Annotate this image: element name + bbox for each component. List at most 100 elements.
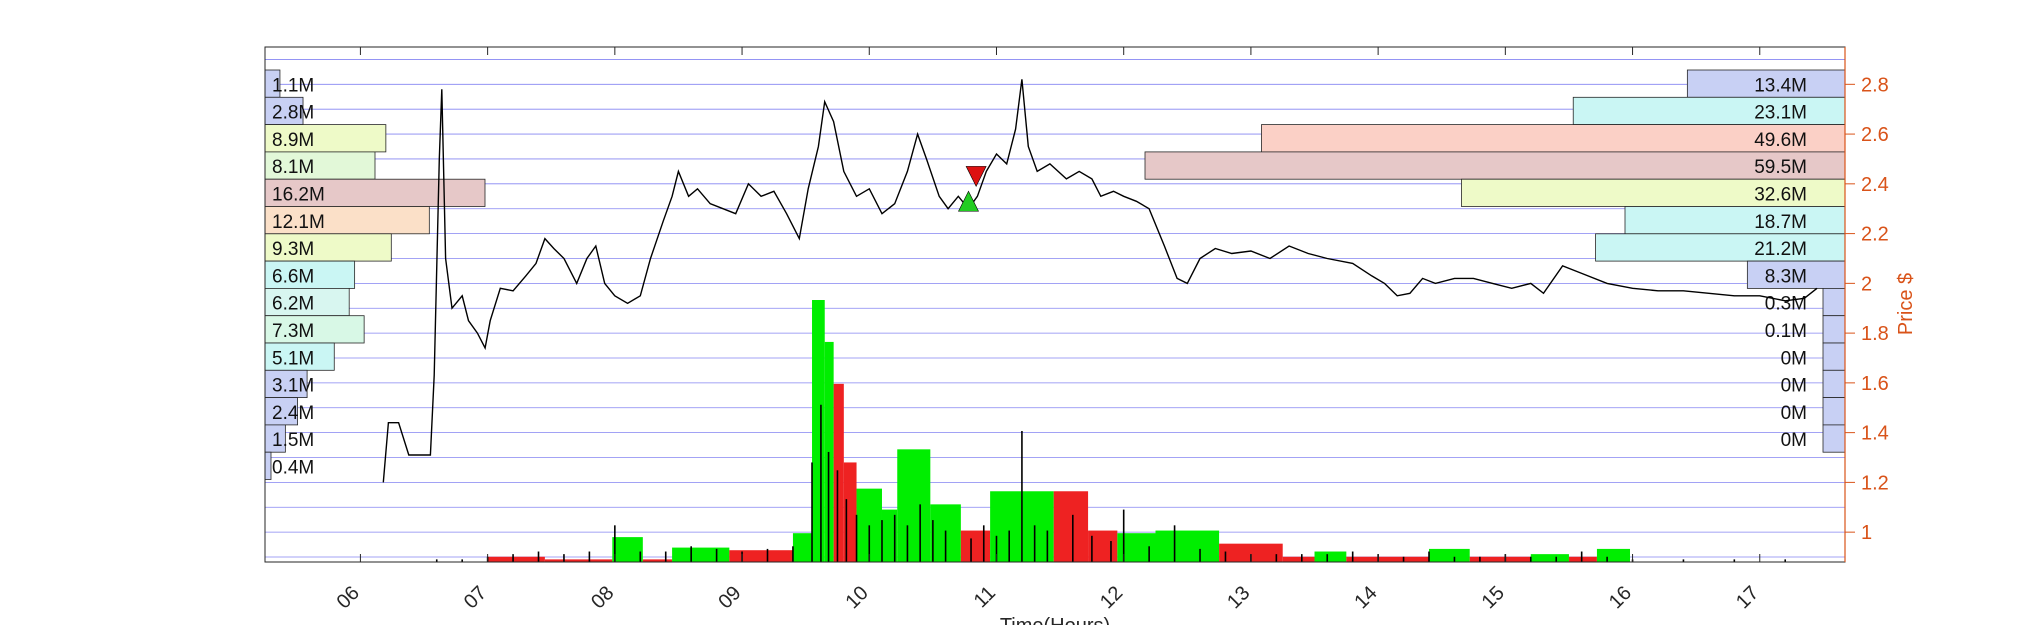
volume-block-up	[1596, 548, 1631, 562]
profile-bar-left	[264, 233, 392, 262]
volume-block-down	[833, 383, 844, 562]
profile-bar-left	[264, 342, 335, 371]
x-tick-label: 13	[1223, 582, 1254, 613]
y-axis-label: Price $	[1895, 273, 1917, 335]
profile-label-right: 0M	[1781, 376, 1807, 397]
profile-bar-left	[264, 178, 486, 207]
price-line	[382, 79, 1818, 483]
volume-block-down	[544, 559, 613, 562]
profile-label-left: 5.1M	[272, 348, 314, 369]
volume-block-down	[1282, 556, 1315, 562]
price-series	[382, 79, 1818, 483]
profile-label-left: 1.5M	[272, 430, 314, 451]
y-tick-label: 1.8	[1861, 323, 1889, 345]
profile-bar-right	[1624, 206, 1846, 235]
profile-bar-right	[1822, 342, 1846, 371]
volume-block-down	[1053, 491, 1089, 562]
profile-bar-left	[264, 287, 350, 317]
volume-block-down	[729, 550, 793, 562]
buy-marker	[958, 190, 979, 212]
x-tick-label: 14	[1350, 582, 1381, 613]
volume-block-down	[487, 556, 545, 562]
profile-label-left: 6.6M	[272, 266, 314, 287]
volume-block-down	[1346, 556, 1430, 562]
volume-block-up	[881, 509, 898, 562]
x-tick-label: 07	[460, 582, 491, 613]
profile-label-left: 12.1M	[272, 212, 325, 233]
profile-bar-right	[1572, 96, 1846, 126]
profile-bar-right	[1822, 369, 1846, 398]
y-tick-label: 2	[1861, 273, 1872, 295]
profile-label-right: 13.4M	[1754, 75, 1807, 96]
volume-block-down	[960, 530, 991, 562]
x-tick-label: 08	[587, 582, 618, 613]
profile-bar-right	[1686, 69, 1846, 98]
x-tick-label: 09	[714, 582, 745, 613]
volume-block-up	[812, 300, 825, 562]
x-tick-label: 15	[1478, 582, 1509, 613]
profile-label-left: 8.1M	[272, 157, 314, 178]
profile-label-right: 0.3M	[1765, 294, 1807, 315]
profile-bar-left	[264, 206, 430, 235]
profile-bar-right	[1461, 178, 1846, 207]
profile-bar-left	[264, 315, 365, 344]
profile-label-right: 18.7M	[1754, 212, 1807, 233]
profile-bar-left	[264, 451, 272, 480]
profile-bar-right	[1822, 287, 1846, 317]
sell-marker	[965, 166, 987, 188]
volume-block-up	[1314, 551, 1347, 562]
x-tick-label: 11	[970, 582, 1000, 612]
volume-block-up	[1429, 548, 1470, 562]
y-tick-label: 2.8	[1861, 74, 1889, 96]
x-axis-label: Time(Hours)	[1000, 615, 1110, 625]
profile-bar-right	[1822, 424, 1846, 453]
volume-block-down	[642, 559, 673, 562]
x-tick-label: 16	[1605, 582, 1636, 613]
profile-label-right: 0M	[1781, 403, 1807, 424]
profile-label-left: 2.8M	[272, 103, 314, 124]
x-tick-label: 06	[333, 582, 364, 613]
profile-label-right: 0.1M	[1765, 321, 1807, 342]
profile-bar-right	[1261, 124, 1846, 153]
volume-block-down	[1088, 530, 1118, 562]
profile-label-left: 3.1M	[272, 376, 314, 397]
profile-bar-left	[264, 260, 356, 289]
profile-bar-left	[264, 96, 304, 126]
volume-block-down	[1568, 556, 1597, 562]
profile-label-left: 9.3M	[272, 239, 314, 260]
x-tick-label: 17	[1732, 582, 1763, 613]
y-tick-label: 1.4	[1861, 423, 1889, 445]
profile-label-right: 32.6M	[1754, 185, 1807, 206]
x-tick-label: 12	[1096, 582, 1127, 613]
volume-block-down	[1219, 543, 1283, 562]
volume-block-up	[897, 449, 931, 562]
profile-label-left: 7.3M	[272, 321, 314, 342]
y-tick-label: 2.4	[1861, 174, 1889, 196]
volume-block-up	[792, 533, 813, 562]
volume-block-up	[612, 537, 643, 562]
x-tick-label: 10	[842, 582, 873, 613]
profile-label-right: 21.2M	[1754, 239, 1807, 260]
profile-label-left: 2.4M	[272, 403, 314, 424]
y-tick-label: 2.2	[1861, 224, 1889, 246]
profile-bar-right	[1746, 260, 1846, 289]
profile-label-left: 0.4M	[272, 458, 314, 479]
y-tick-label: 1	[1861, 522, 1872, 544]
profile-label-right: 59.5M	[1754, 157, 1807, 178]
profile-label-right: 23.1M	[1754, 103, 1807, 124]
y-tick-label: 1.6	[1861, 373, 1889, 395]
trade-markers	[958, 166, 987, 212]
profile-label-right: 0M	[1781, 430, 1807, 451]
profile-bar-right	[1144, 151, 1846, 180]
profile-bar-right	[1595, 233, 1846, 262]
profile-label-left: 8.9M	[272, 130, 314, 151]
profile-label-right: 8.3M	[1765, 266, 1807, 287]
volume-block-down	[1469, 556, 1531, 562]
profile-label-left: 16.2M	[272, 185, 325, 206]
profile-bar-right	[1822, 315, 1846, 344]
y-tick-label: 1.2	[1861, 472, 1889, 494]
volume-profile: 1.1M 2.8M 8.9M 8.1M 16.2M 12.1M 9.3M 6.6M 6.2M 7.…	[264, 69, 1846, 480]
profile-label-right: 0M	[1781, 348, 1807, 369]
